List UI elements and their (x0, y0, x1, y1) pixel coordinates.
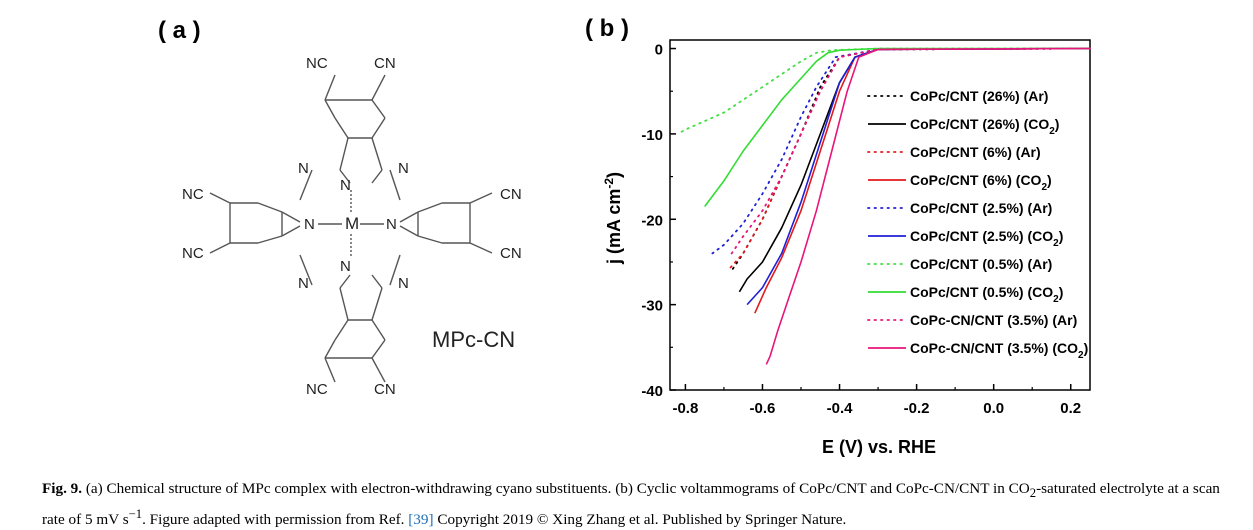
cyano-left-top: NC (182, 186, 204, 203)
panel-b-label: ( b ) (585, 15, 629, 42)
x-tick-label: -0.6 (750, 400, 776, 417)
caption-sup: −1 (128, 507, 143, 522)
figure-caption: Fig. 9. (a) Chemical structure of MPc co… (42, 478, 1242, 530)
atom-n-meso-br: N (398, 275, 409, 292)
caption-text-4: Copyright 2019 © Xing Zhang et al. Publi… (433, 511, 847, 529)
x-axis-label: E (V) vs. RHE (822, 437, 936, 457)
caption-ref-link[interactable]: [39] (408, 511, 434, 529)
y-tick-label: -40 (641, 383, 663, 400)
legend-label-5: CoPc/CNT (2.5%) (CO2) (910, 228, 1063, 249)
atom-n-right: N (386, 216, 397, 233)
atom-n-meso-bl: N (298, 275, 309, 292)
series-line-9 (765, 47, 1091, 365)
y-tick-label: 0 (655, 42, 663, 59)
legend-label-4: CoPc/CNT (2.5%) (Ar) (910, 200, 1052, 216)
center-metal-atom: M (345, 214, 359, 233)
caption-text-1: (a) Chemical structure of MPc complex wi… (82, 480, 1030, 497)
y-tick-label: -20 (641, 212, 663, 229)
x-tick-label: 0.2 (1060, 400, 1081, 417)
atom-n-meso-tl: N (298, 160, 309, 177)
legend-label-8: CoPc-CN/CNT (3.5%) (Ar) (910, 312, 1077, 328)
legend-label-6: CoPc/CNT (0.5%) (Ar) (910, 256, 1052, 272)
y-axis-label: j (mA cm-2) (602, 172, 624, 265)
atom-n-left: N (304, 216, 315, 233)
chart-series (676, 47, 1091, 365)
caption-fig-label: Fig. 9. (42, 480, 83, 497)
series-line-6 (676, 47, 1091, 135)
cyano-left-bottom: NC (182, 245, 204, 262)
atom-n-bottom: N (340, 258, 351, 275)
cyano-right-top: CN (500, 186, 522, 203)
legend-label-7: CoPc/CNT (0.5%) (CO2) (910, 284, 1063, 305)
y-tick-label: -10 (641, 127, 663, 144)
legend-label-1: CoPc/CNT (26%) (CO2) (910, 116, 1059, 137)
x-tick-label: -0.4 (827, 400, 854, 417)
atom-n-meso-tr: N (398, 160, 409, 177)
molecule-atom-labels: N N N N N N N N NC CN NC NC CN CN NC CN (182, 55, 522, 398)
panel-a-label: ( a ) (158, 17, 201, 44)
mpc-cn-structure: ( a ) N N N N N N N N NC CN NC NC CN CN … (158, 17, 522, 398)
x-tick-label: -0.8 (672, 400, 698, 417)
legend-label-0: CoPc/CNT (26%) (Ar) (910, 88, 1048, 104)
cyano-top-left: NC (306, 55, 328, 72)
caption-text-2: -saturated electrolyte at a scan rate of… (42, 480, 1220, 529)
y-tick-label: -30 (641, 298, 663, 315)
panel-b-chart: ( b ) -0.8 -0.6 -0.4 -0.2 0.0 0.2 0 -10 -20 -30 -4… (580, 0, 1253, 470)
x-tick-label: -0.2 (904, 400, 930, 417)
series-line-7 (704, 47, 1090, 207)
series-line-8 (730, 47, 1091, 255)
cv-chart: ( b ) -0.8 -0.6 -0.4 -0.2 0.0 0.2 0 -10 -20 -30 -4… (585, 15, 1091, 457)
caption-sub: 2 (1029, 486, 1037, 501)
cyano-bottom-right: CN (374, 381, 396, 398)
legend-label-9: CoPc-CN/CNT (3.5%) (CO2) (910, 340, 1088, 361)
legend-label-2: CoPc/CNT (6%) (Ar) (910, 144, 1041, 160)
cyano-right-bottom: CN (500, 245, 522, 262)
compound-name: MPc-CN (432, 327, 515, 352)
plot-frame (669, 39, 1091, 391)
chart-axes: -0.8 -0.6 -0.4 -0.2 0.0 0.2 0 -10 -20 -30 -40 (641, 39, 1091, 417)
molecule-skeleton (209, 74, 493, 383)
cyano-bottom-left: NC (306, 381, 328, 398)
chart-legend: CoPc/CNT (26%) (Ar) CoPc/CNT (26%) (CO2) C… (867, 88, 1088, 361)
atom-n-top: N (340, 177, 351, 194)
panel-a-structure: ( a ) N N N N N N N N NC CN NC NC CN CN … (0, 0, 590, 470)
x-tick-label: 0.0 (983, 400, 1004, 417)
cyano-top-right: CN (374, 55, 396, 72)
legend-label-3: CoPc/CNT (6%) (CO2) (910, 172, 1052, 193)
caption-text-3: . Figure adapted with permission from Re… (142, 511, 409, 529)
